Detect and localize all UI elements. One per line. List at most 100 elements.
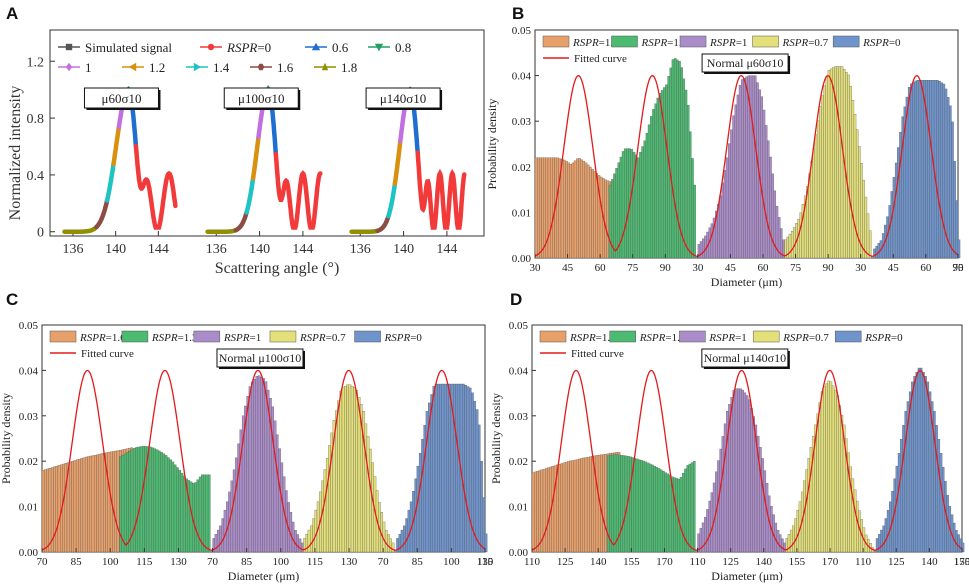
panel-label: C — [6, 290, 18, 309]
histogram-bar — [939, 453, 943, 553]
histogram-bar — [686, 104, 690, 259]
x-tick-label-a: 144 — [148, 242, 169, 257]
y-tick-label: 0.04 — [512, 71, 532, 83]
signal-segment-a — [392, 138, 403, 187]
histogram-bar — [940, 82, 943, 259]
x-tick-label: 85 — [71, 556, 83, 568]
histogram-bar — [938, 81, 941, 259]
histogram-bar — [840, 414, 844, 553]
legend-fit-label: Fitted curve — [81, 348, 134, 360]
x-tick-label: 30 — [855, 262, 867, 274]
legend-label: RSPR=1.3 — [151, 332, 198, 344]
histogram-bar — [164, 455, 168, 553]
histogram-bar — [955, 200, 959, 259]
histogram-bar — [73, 460, 77, 553]
histogram-bar — [723, 170, 727, 259]
histogram-bar — [62, 463, 65, 553]
label-box-a — [365, 87, 441, 109]
histogram-bar — [651, 464, 654, 553]
histogram-bar — [745, 76, 748, 259]
histogram-bar — [173, 464, 177, 553]
y-tick-label: 0.02 — [19, 456, 38, 468]
x-tick-label: 75 — [790, 262, 802, 274]
y-tick-label: 0.05 — [509, 320, 529, 332]
x-tick-label: 110 — [855, 556, 872, 568]
signal-segment-a — [411, 101, 420, 155]
histogram-bar — [534, 471, 537, 553]
x-tick-label-a: 140 — [393, 242, 414, 257]
histogram-bar — [582, 161, 586, 259]
y-tick-label-a: 1.2 — [27, 55, 45, 70]
histogram-bar — [792, 525, 795, 553]
histogram-bar — [477, 424, 481, 553]
histogram-bar — [613, 454, 617, 553]
histogram-bar — [80, 458, 84, 553]
x-tick-label: 60 — [595, 262, 607, 274]
histogram-bar — [541, 157, 544, 259]
histogram-bar — [663, 87, 666, 259]
histogram-bar — [611, 454, 615, 553]
histogram-bar — [754, 75, 757, 259]
legend-fit-label: Fitted curve — [571, 348, 624, 360]
histogram-bar — [107, 452, 111, 553]
histogram-bar — [257, 375, 261, 553]
histogram-bar — [767, 140, 770, 259]
histogram-bar — [686, 465, 689, 553]
panel-label: B — [512, 4, 524, 23]
histogram-bar — [647, 124, 651, 259]
y-tick-label: 0.04 — [19, 365, 39, 377]
x-tick-label-a: 136 — [63, 242, 84, 257]
histogram-bar — [721, 436, 725, 553]
histogram-bar — [112, 451, 115, 553]
panel-label: D — [510, 290, 522, 309]
y-tick-label-a: 0.4 — [27, 169, 45, 184]
histogram-bar — [781, 538, 784, 553]
histogram-bar — [836, 395, 839, 553]
histogram-bar — [137, 446, 141, 553]
histogram-bar — [732, 390, 736, 553]
histogram-bar — [312, 518, 315, 553]
histogram-bar — [405, 518, 408, 553]
histogram-bar — [912, 82, 915, 259]
histogram-bar — [57, 465, 61, 553]
histogram-bar — [641, 146, 644, 259]
histogram-bar — [565, 161, 568, 259]
legend-label-a: 1.2 — [149, 60, 165, 75]
histogram-bar — [829, 381, 833, 553]
legend-marker-a — [65, 43, 73, 51]
histogram-bar — [838, 66, 842, 259]
x-tick-label: 115 — [136, 556, 153, 568]
y-tick-label-a: 0 — [37, 226, 44, 241]
histogram-bar — [171, 461, 175, 553]
x-tick-label: 170 — [656, 556, 673, 568]
legend-label: RSPR=1.6 — [79, 332, 126, 344]
legend-swatch — [121, 330, 149, 343]
annotation-box — [701, 53, 789, 73]
histogram-bar — [882, 525, 885, 553]
histogram-bar — [654, 103, 657, 259]
histogram-bar — [673, 58, 677, 259]
histogram-bar — [648, 463, 652, 553]
histogram-bar — [446, 383, 449, 553]
histogram-bar — [69, 461, 72, 553]
histogram-bar — [916, 80, 920, 259]
histogram-bar — [761, 458, 764, 553]
histogram-bar — [728, 143, 731, 259]
legend-marker-a — [193, 62, 202, 72]
legend-label: RSPR=0 — [862, 37, 901, 49]
histogram-bar — [547, 467, 550, 553]
histogram-bar — [853, 114, 857, 259]
legend-swatch — [679, 35, 707, 48]
histogram-bar — [453, 383, 456, 553]
histogram-bar — [246, 396, 250, 553]
histogram-bar — [207, 474, 211, 553]
x-tick-label: 30 — [692, 262, 704, 274]
histogram-bar — [341, 387, 345, 553]
histogram-bar — [569, 164, 573, 259]
histogram-bar — [448, 383, 452, 553]
histogram-bar — [821, 95, 824, 259]
annotation-box — [701, 348, 789, 368]
x-tick-label: 90 — [660, 262, 672, 274]
histogram-bar — [693, 461, 696, 553]
histogram-bar — [604, 179, 607, 259]
